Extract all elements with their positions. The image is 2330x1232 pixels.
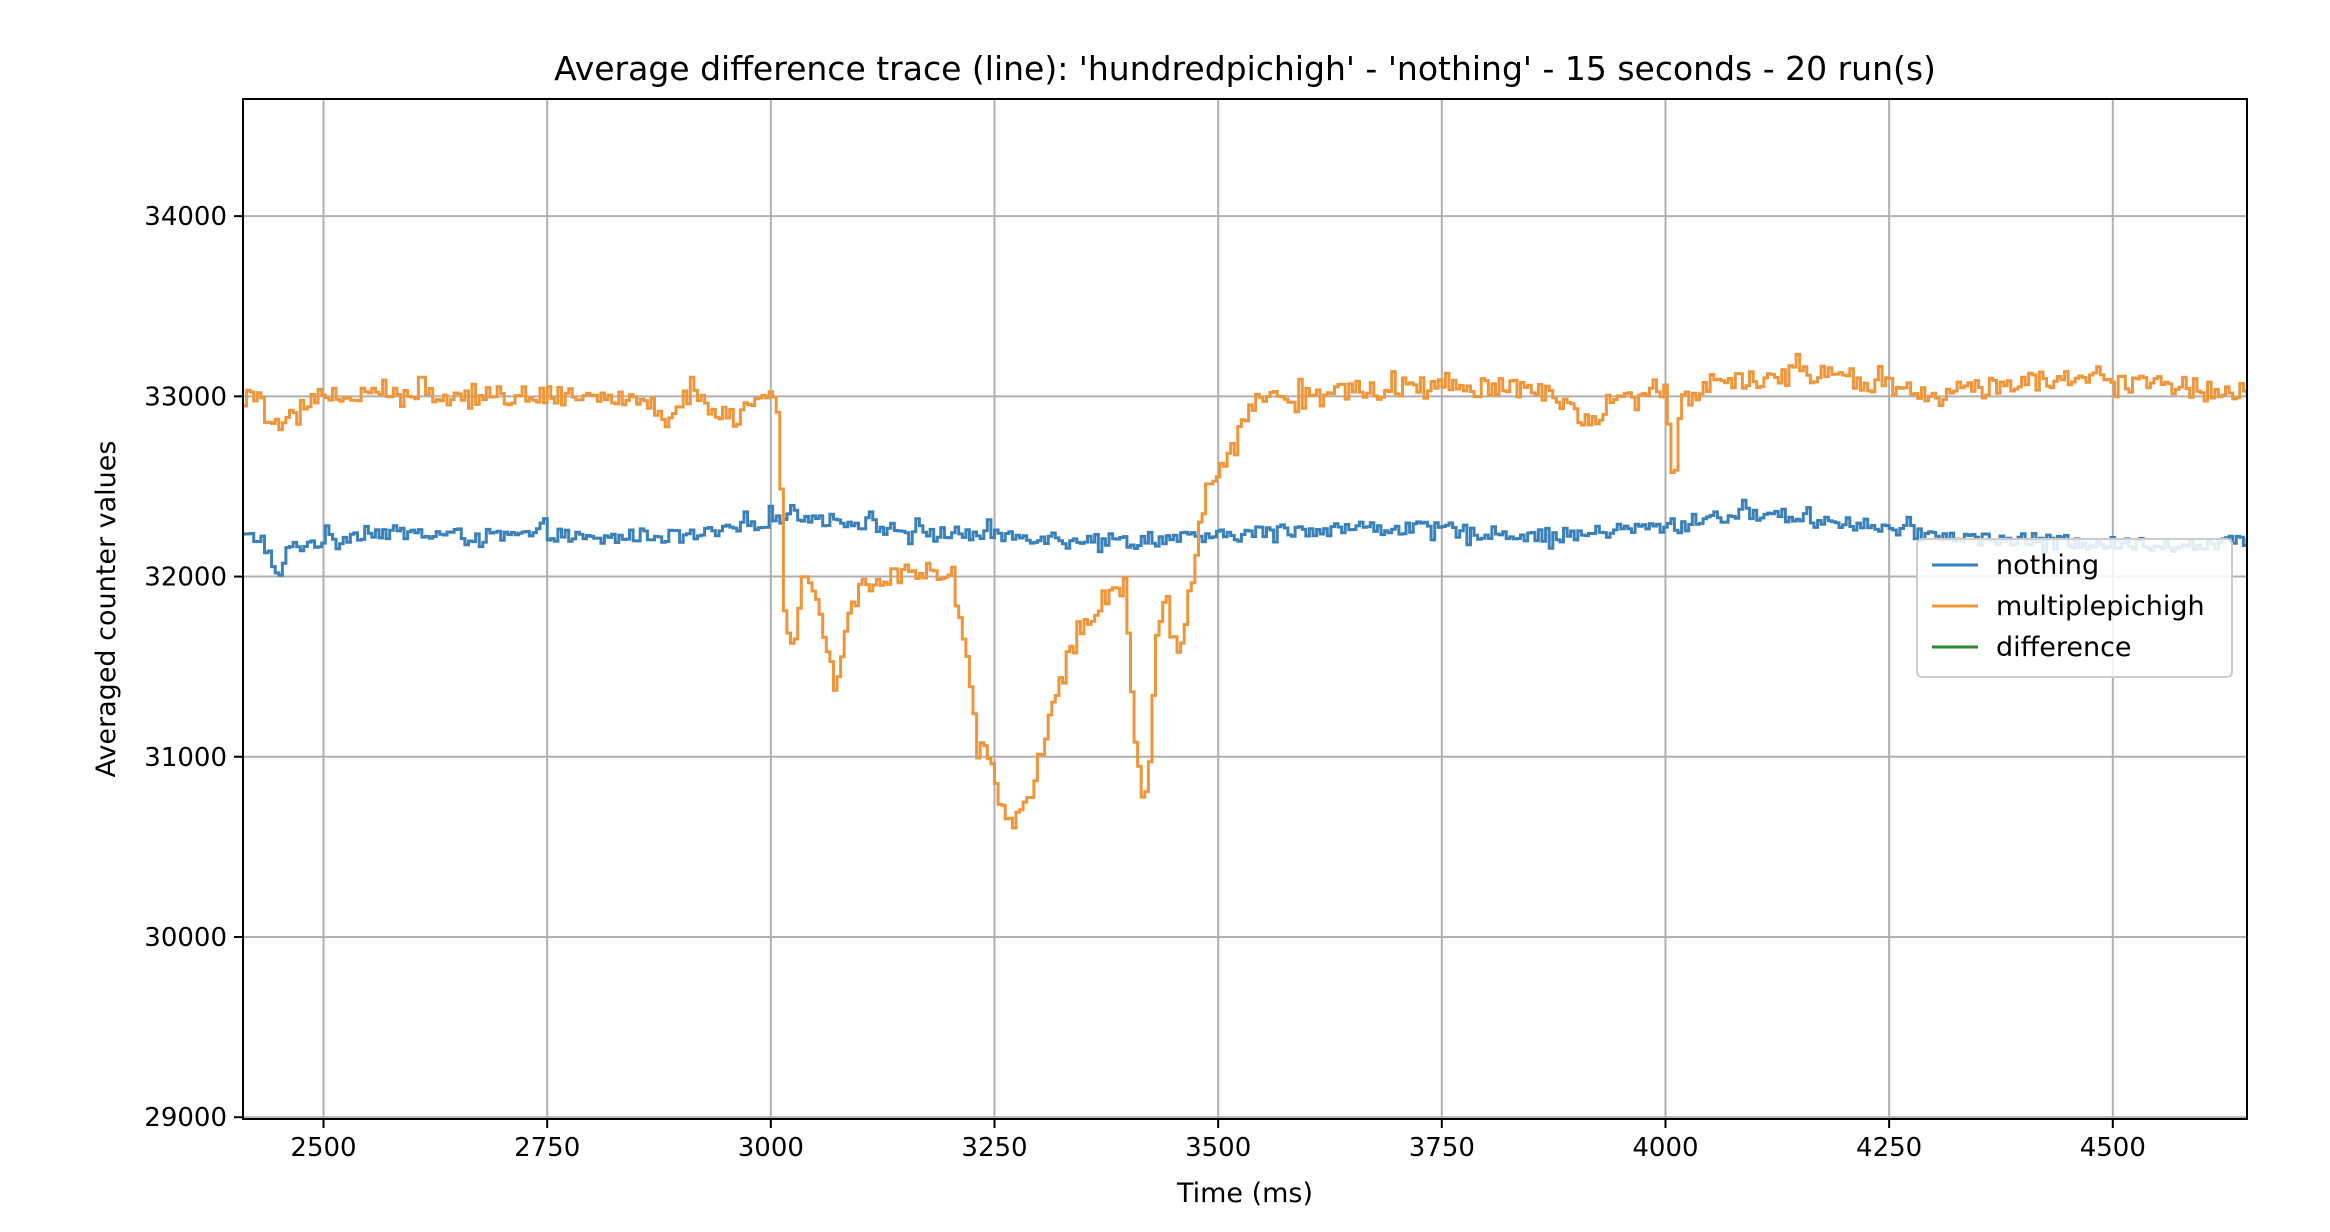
x-tick-label: 4000: [1632, 1133, 1698, 1163]
x-tick-label: 4500: [2080, 1133, 2146, 1163]
y-axis-ticks: 29000 30000 31000 32000 33000 34000: [144, 202, 243, 1133]
plot-frame: [242, 98, 2248, 1120]
x-tick-label: 2500: [290, 1133, 356, 1163]
series-line-multiplepichigh: [243, 352, 2247, 830]
series-lines: [243, 352, 2247, 830]
x-tick-label: 3250: [961, 1133, 1027, 1163]
x-tick-label: 3000: [738, 1133, 804, 1163]
legend-label: multiplepichigh: [1996, 591, 2205, 622]
y-axis-label: Averaged counter values: [91, 441, 122, 778]
y-tick-label: 34000: [144, 202, 227, 232]
series-line-nothing: [243, 498, 2247, 577]
x-tick-label: 2750: [514, 1133, 580, 1163]
legend-label: nothing: [1996, 550, 2099, 581]
x-tick-label: 3750: [1409, 1133, 1475, 1163]
x-tick-label: 4250: [1856, 1133, 1922, 1163]
x-axis-label: Time (ms): [1176, 1178, 1313, 1209]
grid: [243, 99, 2247, 1119]
y-tick-label: 32000: [144, 563, 227, 593]
x-tick-label: 3500: [1185, 1133, 1251, 1163]
y-tick-label: 31000: [144, 743, 227, 773]
legend-label: difference: [1996, 632, 2132, 663]
y-tick-label: 29000: [144, 1103, 227, 1133]
y-tick-label: 30000: [144, 923, 227, 953]
chart-title: Average difference trace (line): 'hundre…: [554, 49, 1936, 88]
legend: nothing multiplepichigh difference: [1916, 538, 2233, 678]
x-axis-ticks: 2500 2750 3000 3250 3500 3750 4000 4250 4500: [290, 1119, 2146, 1163]
legend-box: [1916, 538, 2233, 678]
y-tick-label: 33000: [144, 382, 227, 412]
